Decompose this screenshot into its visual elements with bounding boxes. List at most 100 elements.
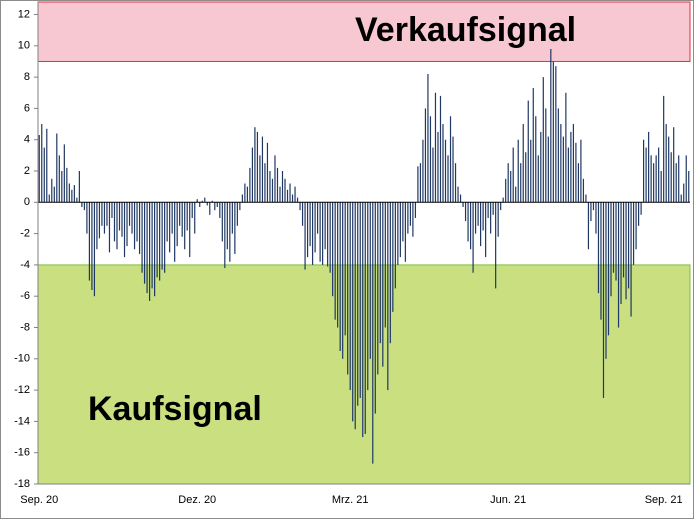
bar bbox=[617, 202, 620, 328]
bar bbox=[449, 116, 452, 203]
bar bbox=[332, 202, 334, 297]
bar bbox=[575, 142, 577, 203]
zone-label: Kaufsignal bbox=[88, 390, 262, 428]
bar bbox=[337, 202, 339, 328]
y-tick-label: -16 bbox=[14, 447, 30, 459]
bar bbox=[552, 61, 554, 203]
bar bbox=[444, 139, 447, 203]
bar bbox=[525, 152, 527, 203]
bar bbox=[196, 199, 198, 203]
bar bbox=[580, 139, 582, 203]
bar bbox=[48, 194, 50, 203]
bar bbox=[53, 186, 55, 203]
bar bbox=[83, 202, 85, 211]
x-tick-label: Jun. 21 bbox=[490, 494, 526, 506]
bar bbox=[254, 127, 256, 203]
bar bbox=[347, 202, 349, 375]
bar bbox=[319, 202, 321, 262]
bar bbox=[66, 167, 68, 203]
bar bbox=[291, 194, 294, 203]
bar bbox=[442, 124, 444, 203]
bar bbox=[625, 202, 627, 300]
bar bbox=[515, 186, 517, 203]
bar bbox=[427, 73, 429, 203]
bar bbox=[402, 202, 404, 242]
bar bbox=[234, 202, 236, 254]
bar bbox=[545, 108, 547, 203]
bar bbox=[454, 163, 457, 203]
bar bbox=[605, 202, 607, 359]
bar bbox=[557, 108, 559, 203]
bar bbox=[412, 202, 414, 237]
bar bbox=[685, 155, 687, 203]
bar bbox=[364, 202, 366, 434]
bar bbox=[73, 185, 75, 203]
bar bbox=[542, 77, 544, 203]
bar bbox=[279, 186, 281, 203]
bar bbox=[560, 124, 562, 203]
bar bbox=[467, 202, 469, 242]
bar bbox=[352, 202, 354, 422]
bar bbox=[249, 167, 251, 203]
bar bbox=[322, 202, 324, 265]
bar bbox=[219, 202, 221, 218]
bar bbox=[668, 136, 670, 203]
bar bbox=[342, 202, 344, 359]
bar bbox=[98, 202, 101, 239]
bar bbox=[480, 202, 482, 247]
x-tick-label: Sep. 21 bbox=[645, 494, 683, 506]
bar bbox=[520, 163, 522, 203]
bar bbox=[379, 202, 381, 344]
y-tick-label: -12 bbox=[14, 384, 30, 396]
bar bbox=[246, 186, 248, 203]
bar bbox=[359, 202, 361, 398]
bar bbox=[562, 136, 564, 203]
bars bbox=[38, 48, 690, 464]
y-tick-label: 6 bbox=[24, 102, 30, 114]
bar bbox=[296, 197, 299, 203]
bar bbox=[397, 202, 399, 265]
zones bbox=[37, 1, 691, 485]
y-tick-label: -4 bbox=[20, 259, 30, 271]
bar bbox=[141, 202, 143, 273]
bar bbox=[164, 202, 166, 273]
bar bbox=[587, 202, 590, 250]
bar bbox=[612, 202, 615, 273]
bar bbox=[271, 178, 274, 203]
bar bbox=[251, 147, 254, 203]
bar bbox=[111, 202, 113, 218]
bar bbox=[602, 202, 605, 398]
bar bbox=[201, 200, 203, 203]
bar bbox=[56, 133, 58, 203]
bar bbox=[314, 202, 316, 253]
bar bbox=[284, 178, 286, 203]
bar bbox=[527, 100, 529, 203]
bar bbox=[96, 202, 98, 250]
bar bbox=[422, 139, 424, 203]
bar bbox=[555, 66, 557, 203]
bar bbox=[306, 202, 309, 258]
bar bbox=[510, 171, 512, 203]
bar bbox=[91, 202, 93, 290]
bar bbox=[106, 202, 108, 226]
bar bbox=[439, 95, 442, 203]
bar bbox=[550, 48, 552, 203]
bar bbox=[166, 202, 168, 242]
y-tick-label: 4 bbox=[24, 134, 30, 146]
bar bbox=[128, 202, 131, 226]
bar bbox=[482, 202, 484, 231]
bar bbox=[76, 197, 78, 203]
bar bbox=[462, 202, 464, 208]
bar bbox=[595, 202, 597, 234]
bar bbox=[367, 202, 369, 391]
bar bbox=[643, 139, 645, 203]
bar bbox=[181, 202, 183, 237]
bar bbox=[417, 166, 419, 203]
bar bbox=[126, 202, 128, 247]
y-tick-label: 12 bbox=[18, 8, 30, 20]
bar bbox=[101, 202, 103, 226]
bar bbox=[382, 202, 384, 367]
bar bbox=[630, 202, 632, 317]
zone-label: Verkaufsignal bbox=[355, 11, 576, 49]
